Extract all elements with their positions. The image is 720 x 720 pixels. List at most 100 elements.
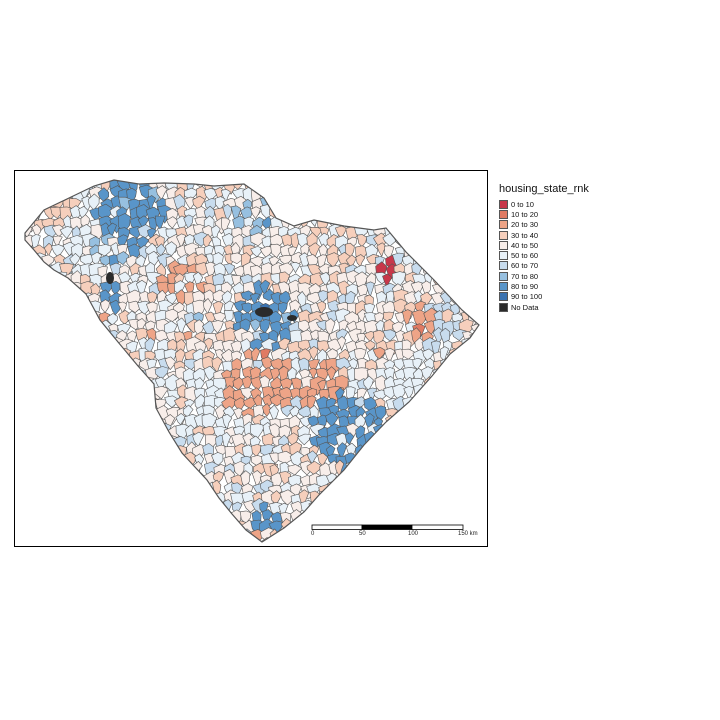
tract-cell [174, 462, 187, 479]
tract-cell [183, 488, 196, 504]
tract-cell [394, 453, 406, 468]
tract-cell [277, 180, 291, 186]
tract-cell [325, 411, 339, 428]
tract-cell [461, 357, 476, 371]
tract-cell [392, 252, 405, 270]
tract-cell [70, 368, 85, 384]
tract-cell [325, 318, 336, 337]
tract-cell [176, 509, 189, 525]
tract-cell [421, 195, 432, 210]
tract-cell [411, 501, 423, 518]
tract-cell [91, 251, 103, 266]
tract-cell [204, 509, 217, 528]
tract-cell [439, 196, 450, 210]
tract-cell [467, 358, 479, 378]
tract-cell [451, 453, 461, 470]
tract-cell [43, 445, 57, 463]
tract-cell [478, 271, 479, 290]
scale-label-100: 100 [408, 531, 419, 537]
tract-cell [81, 435, 96, 451]
tract-cell [31, 282, 46, 298]
tract-cell [354, 500, 369, 518]
tract-cell [385, 187, 400, 208]
legend-swatch [499, 292, 508, 302]
tract-cell [68, 464, 83, 481]
tract-cell [146, 460, 162, 477]
tract-cell [174, 532, 185, 542]
tract-cell [119, 518, 130, 537]
tract-cell [280, 540, 293, 542]
tract-cell [25, 251, 26, 266]
tract-cell [278, 186, 289, 206]
tract-cell [97, 394, 111, 408]
legend-label: 60 to 70 [511, 261, 539, 271]
tract-cell [233, 461, 247, 477]
tract-cell [328, 196, 341, 214]
tract-cell [52, 281, 67, 298]
tract-cell [346, 198, 359, 210]
tract-cell [460, 425, 475, 440]
tract-cell [460, 403, 475, 420]
tract-cell [146, 195, 156, 214]
tract-cell [374, 501, 390, 514]
tract-cell [298, 180, 310, 188]
tract-cell [89, 413, 103, 429]
tract-cell [432, 367, 445, 381]
tract-cell [98, 497, 110, 511]
tract-cell [100, 531, 113, 542]
tract-cell [100, 376, 114, 395]
tract-cell [81, 414, 92, 430]
tract-cell [469, 270, 479, 287]
tract-cell [40, 405, 54, 421]
tract-cell [432, 265, 447, 278]
tract-cell [230, 340, 243, 358]
tract-cell [98, 170, 112, 178]
tract-cell [59, 225, 74, 239]
tract-cell [25, 521, 35, 540]
tract-cell [410, 184, 425, 199]
tract-cell [90, 472, 103, 489]
tract-cell [394, 440, 409, 461]
tract-cell [71, 502, 83, 521]
tract-cell [412, 180, 423, 191]
tract-cell [25, 462, 37, 477]
tract-cell [450, 180, 464, 182]
tract-cell [481, 493, 488, 505]
legend-item-80-90: 80 to 90 [499, 281, 589, 292]
tract-cell [52, 389, 67, 401]
tract-cell [287, 432, 299, 447]
tract-cell [385, 461, 402, 481]
legend-item-90-100: 90 to 100 [499, 292, 589, 302]
tract-cell [404, 189, 416, 201]
tract-cell [88, 193, 100, 211]
tract-cell [365, 207, 378, 224]
tract-cell [230, 530, 242, 542]
tract-cell [176, 500, 189, 513]
tract-cell [25, 254, 38, 269]
tract-cell [25, 180, 33, 187]
tract-cell [372, 346, 387, 360]
tract-cell [461, 463, 476, 477]
tract-cell [470, 299, 479, 315]
tract-cell [42, 493, 52, 508]
tract-cell [481, 395, 488, 408]
tract-cell [384, 492, 400, 506]
tract-cell [250, 206, 261, 220]
tract-cell [469, 347, 479, 359]
tract-cell [429, 394, 446, 412]
legend-item-50-60: 50 to 60 [499, 250, 589, 261]
tract-cell [82, 384, 92, 402]
tract-cell [184, 500, 195, 516]
tract-cell [205, 253, 216, 271]
legend-swatch [499, 240, 508, 250]
tract-cell [478, 291, 479, 306]
tract-cell [366, 507, 379, 524]
tract-cell [231, 180, 245, 183]
tract-cell [414, 443, 427, 458]
tract-cell [212, 170, 223, 179]
tract-cell [395, 184, 409, 199]
tract-cell [135, 389, 149, 407]
tract-cell [166, 490, 182, 511]
tract-cell [461, 337, 476, 353]
tract-cell [335, 408, 351, 423]
